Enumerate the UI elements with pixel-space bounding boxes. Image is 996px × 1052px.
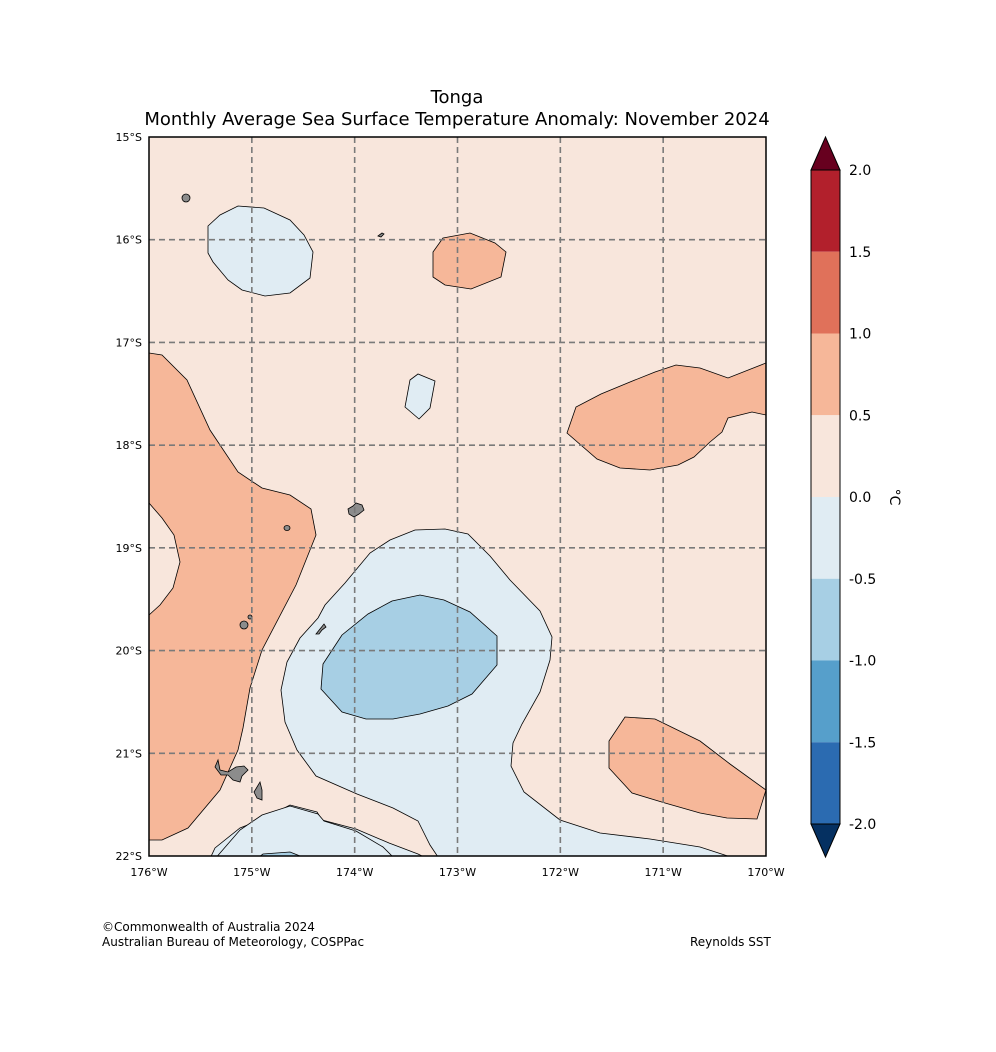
colorbar-bin	[811, 742, 840, 824]
colorbar-tick: 1.5	[849, 245, 871, 261]
small-central-cool-patch	[404, 373, 436, 420]
colorbar-extend-max	[810, 135, 841, 171]
copyright-text: ©Commonwealth of Australia 2024	[102, 920, 315, 934]
north-western-cool-patch	[207, 205, 314, 297]
map-subtitle: Monthly Average Sea Surface Temperature …	[144, 109, 770, 130]
latitude-tick: 20°S	[116, 645, 142, 658]
latitude-tick: 19°S	[116, 542, 142, 555]
longitude-tick: 173°W	[439, 866, 476, 879]
anomaly-field	[149, 137, 766, 856]
agency-credit: Australian Bureau of Meteorology, COSPPa…	[102, 935, 365, 949]
colorbar-tick: -0.5	[849, 572, 876, 588]
colorbar-tick: -1.5	[849, 735, 876, 751]
latitude-tick: 21°S	[116, 747, 142, 760]
colorbar-tick: 2.0	[849, 163, 871, 179]
colorbar-bin	[811, 170, 840, 252]
colorbar-bin	[811, 251, 840, 334]
tonga-islands	[181, 193, 385, 801]
colorbar-tick: 0.0	[849, 490, 871, 506]
southern-cool-core	[320, 594, 498, 720]
north-central-warm-patch	[432, 232, 507, 290]
colorbar-bin	[811, 497, 840, 579]
colorbar-bin	[811, 415, 840, 497]
map-title: Tonga	[430, 87, 484, 108]
latitude-tick: 16°S	[116, 234, 142, 247]
colorbar: 2.0 1.5 1.0 0.5 0.0 -0.5 -1.0 -1.5 -2.0	[810, 135, 876, 859]
longitude-tick: 172°W	[542, 866, 579, 879]
colorbar-bin	[811, 578, 840, 661]
colorbar-outline	[810, 169, 841, 825]
latitude-tick: 18°S	[116, 439, 142, 452]
south-eastern-warm-patch	[608, 716, 766, 820]
colorbar-tick: -2.0	[849, 817, 876, 833]
southern-cool-patch-bottom	[216, 805, 393, 856]
latitude-tick: 17°S	[116, 336, 142, 349]
longitude-tick-labels: 176°W 175°W 174°W 173°W 172°W 171°W 170°W	[130, 866, 784, 879]
colorbar-extend-min	[810, 823, 841, 859]
colorbar-tick: -1.0	[849, 654, 876, 670]
colorbar-tick: 0.5	[849, 408, 871, 424]
longitude-tick: 176°W	[130, 866, 167, 879]
bottom-cool-core-fragment	[259, 851, 301, 856]
eastern-warm-tongue	[566, 362, 766, 471]
map-frame	[148, 136, 767, 857]
colorbar-bin	[811, 333, 840, 416]
longitude-tick: 170°W	[747, 866, 784, 879]
colorbar-tick: 1.0	[849, 327, 871, 343]
latitude-tick: 15°S	[116, 131, 142, 144]
colorbar-bin	[811, 660, 840, 743]
longitude-tick: 171°W	[644, 866, 681, 879]
western-neutral-pocket	[149, 502, 181, 616]
data-source: Reynolds SST	[690, 935, 771, 949]
latitude-tick: 22°S	[116, 850, 142, 863]
longitude-tick: 175°W	[233, 866, 270, 879]
western-warm-band	[149, 352, 317, 841]
latitude-tick-labels: 15°S 16°S 17°S 18°S 19°S 20°S 21°S 22°S	[116, 131, 142, 863]
graticule	[149, 137, 766, 856]
longitude-tick: 174°W	[336, 866, 373, 879]
colorbar-unit-label: °C	[886, 489, 902, 506]
